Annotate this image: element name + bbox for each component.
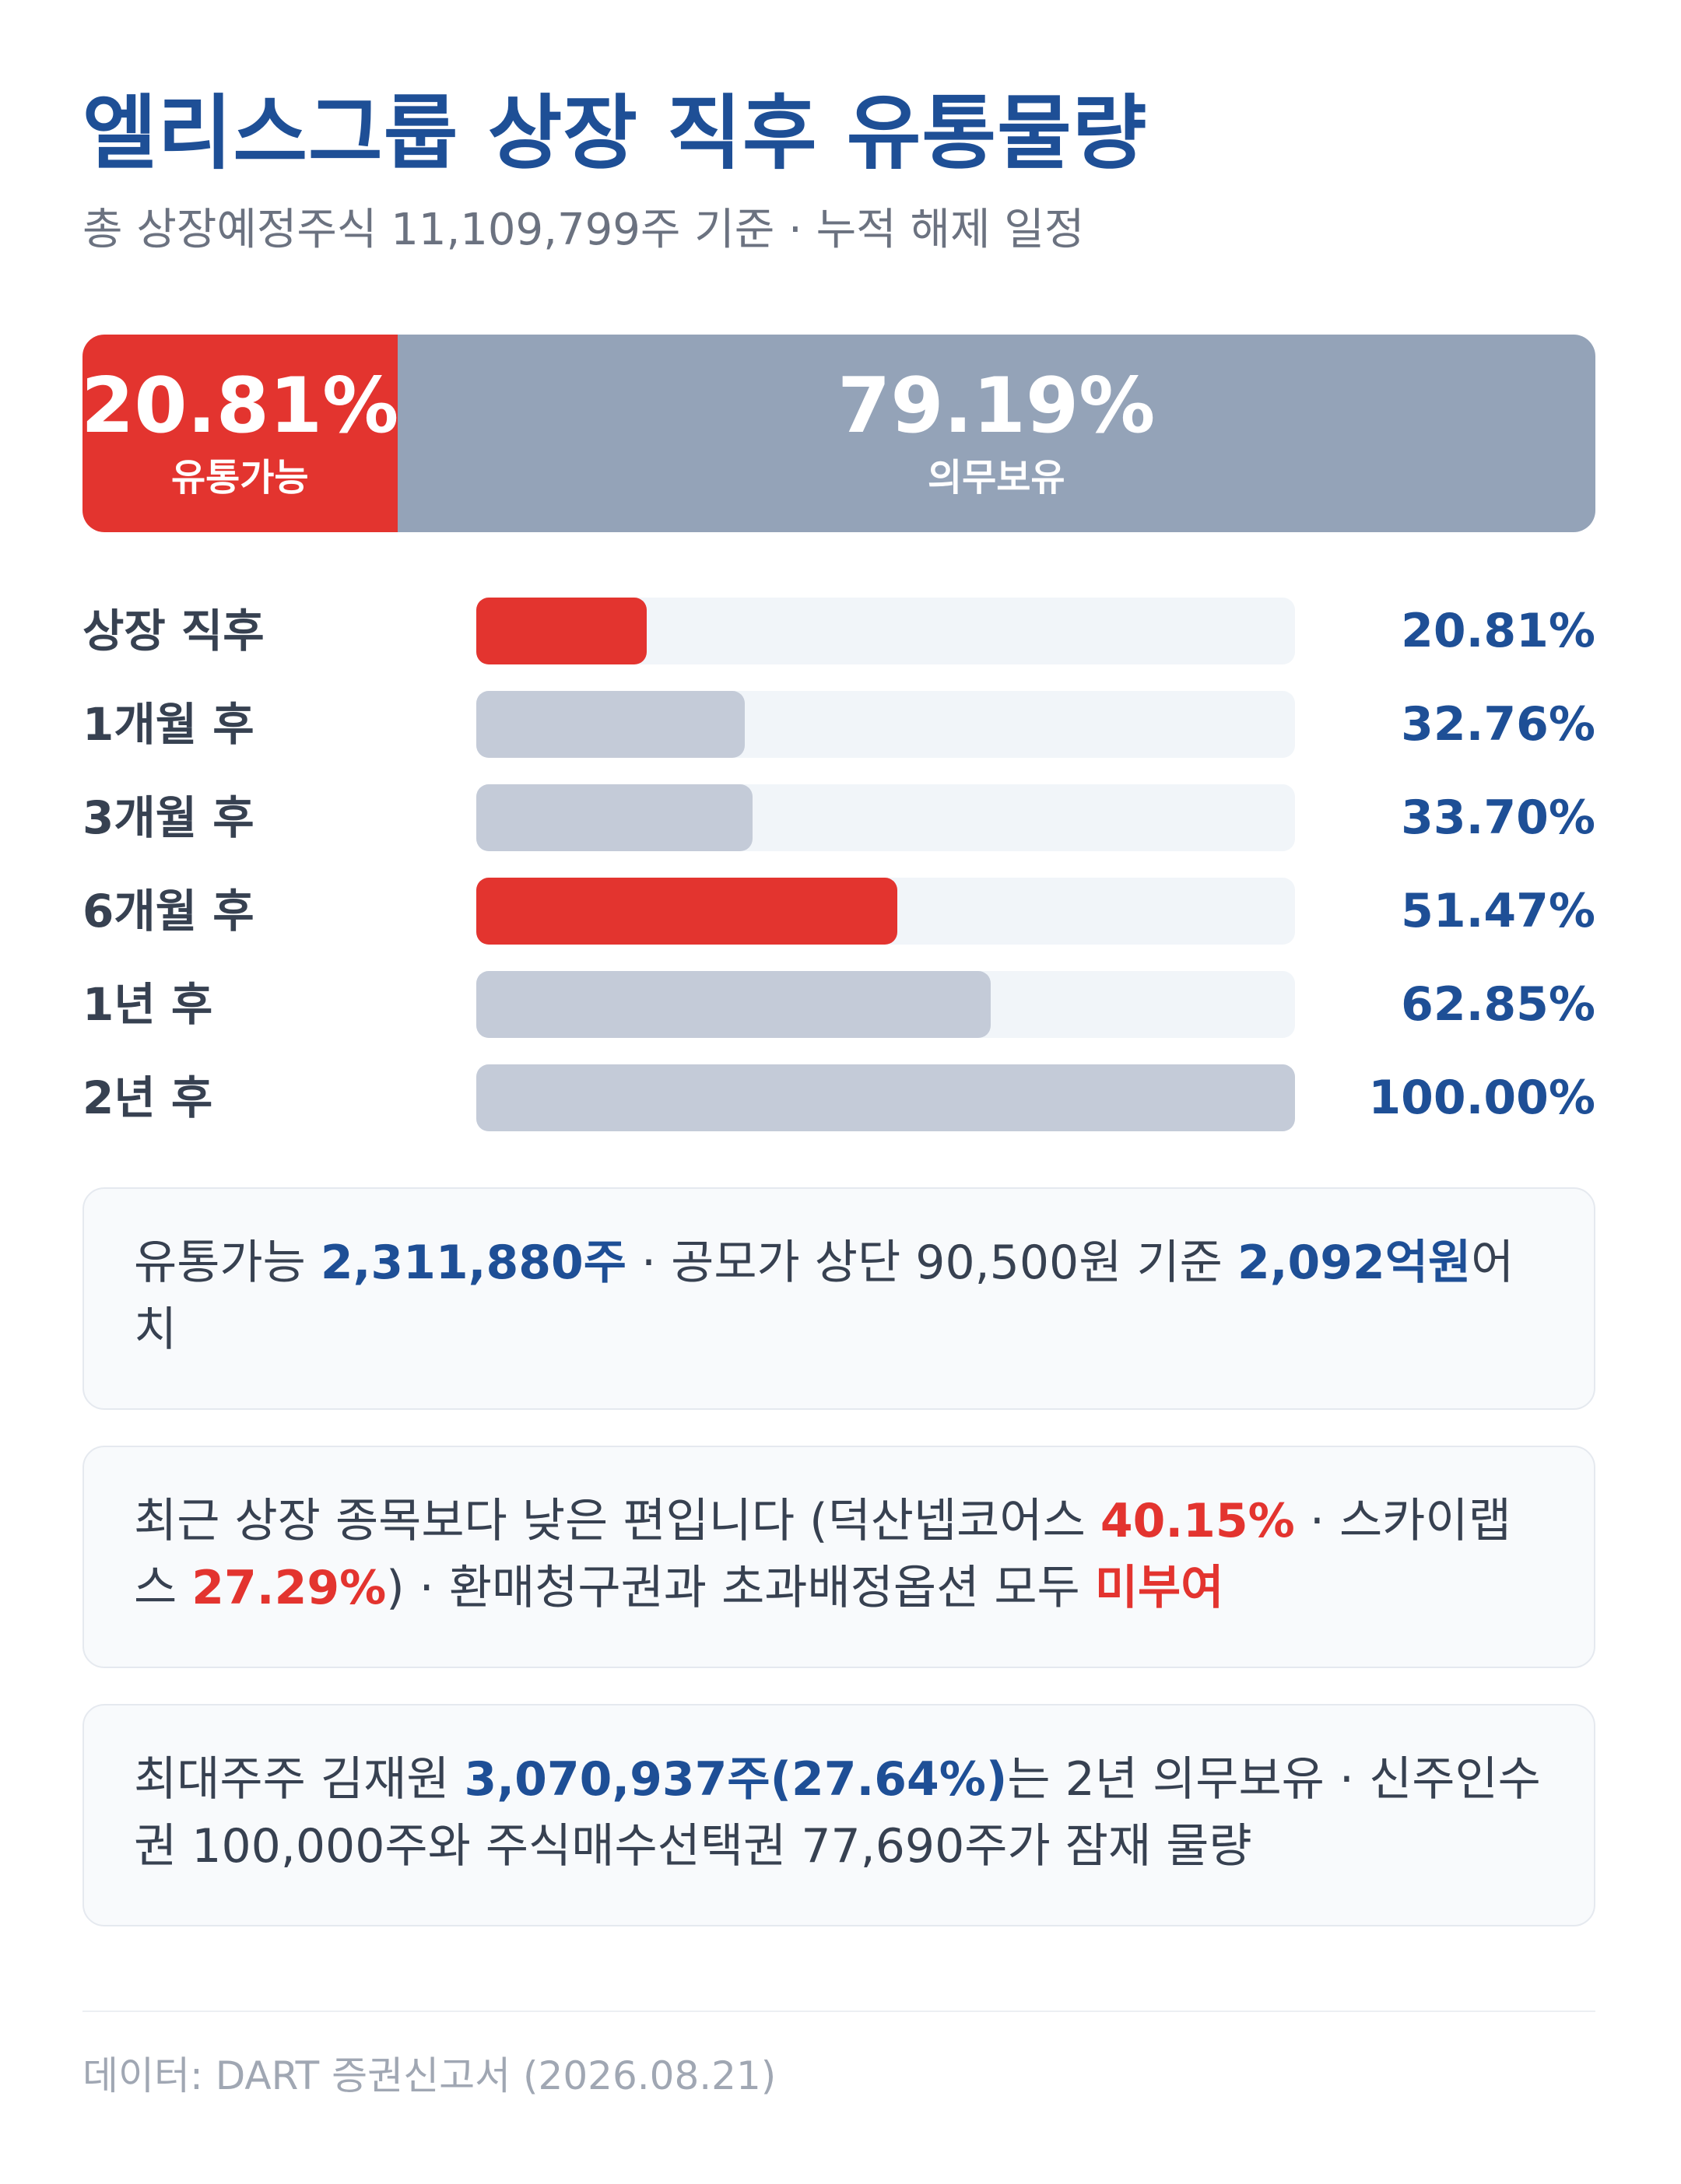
bar-track — [476, 1064, 1295, 1131]
note-highlight-shares: 2,311,880주 — [320, 1236, 626, 1290]
page-subtitle: 총 상장예정주식 11,109,799주 기준 · 누적 해제 일정 — [82, 205, 1085, 255]
float-split-bar: 20.81% 유통가능 79.19% 의무보유 — [82, 335, 1595, 532]
value-label: 33.70% — [1401, 791, 1595, 845]
category-label: 2년 후 — [82, 1071, 213, 1124]
release-schedule-chart: 상장 직후 20.81% 1개월 후 32.76% 3개월 후 33.70% 6개월 후 51… — [82, 598, 1595, 1158]
category-label: 6개월 후 — [82, 885, 254, 938]
value-label: 32.76% — [1401, 697, 1595, 752]
lockup-percent: 79.19% — [837, 361, 1156, 450]
note-card-float-amount: 유통가능 2,311,880주 · 공모가 상단 90,500원 기준 2,09… — [82, 1187, 1595, 1410]
chart-row: 1년 후 62.85% — [82, 971, 1595, 1064]
bar — [476, 598, 647, 664]
value-label: 100.00% — [1368, 1071, 1595, 1125]
page-title: 엘리스그룹 상장 직후 유통물량 — [82, 86, 1148, 181]
note-highlight-amount: 2,092억원 — [1237, 1236, 1472, 1290]
bar — [476, 878, 898, 945]
free-float-percent: 20.81% — [82, 361, 399, 450]
note-highlight-peer-2: 27.29% — [191, 1561, 387, 1615]
note-text: 는 2년 의무보유 · 신주인수권 100,000주와 주식매수선택권 77,6… — [134, 1752, 1541, 1874]
bar-track — [476, 598, 1295, 664]
note-highlight-not-granted: 미부여 — [1094, 1561, 1224, 1615]
category-label: 1개월 후 — [82, 698, 254, 751]
chart-row: 2년 후 100.00% — [82, 1064, 1595, 1158]
bar — [476, 784, 753, 851]
value-label: 20.81% — [1401, 604, 1595, 658]
note-text: · 공모가 상단 90,500원 기준 — [626, 1236, 1237, 1290]
bar-track — [476, 878, 1295, 945]
chart-row: 6개월 후 51.47% — [82, 878, 1595, 971]
chart-row: 상장 직후 20.81% — [82, 598, 1595, 691]
source-note: 데이터: DART 증권신고서 (2026.08.21) — [82, 2053, 777, 2098]
bar-track — [476, 784, 1295, 851]
note-text: 최대주주 김재원 — [134, 1752, 465, 1807]
bar-track — [476, 971, 1295, 1038]
note-text: 유통가능 — [134, 1236, 321, 1290]
chart-row: 3개월 후 33.70% — [82, 784, 1595, 878]
category-label: 상장 직후 — [82, 605, 265, 657]
note-highlight-peer-1: 40.15% — [1100, 1494, 1295, 1548]
free-float-label: 유통가능 — [170, 455, 309, 500]
category-label: 3개월 후 — [82, 791, 254, 844]
bar-track — [476, 691, 1295, 758]
value-label: 51.47% — [1401, 884, 1595, 938]
note-text: 어치 — [134, 1236, 1514, 1357]
note-card-major-shareholder: 최대주주 김재원 3,070,937주(27.64%)는 2년 의무보유 · 신… — [82, 1704, 1595, 1926]
value-label: 62.85% — [1401, 977, 1595, 1032]
category-label: 1년 후 — [82, 978, 213, 1031]
bar — [476, 1064, 1295, 1131]
note-highlight-holder-shares: 3,070,937주(27.64%) — [464, 1752, 1008, 1807]
lockup-segment: 79.19% 의무보유 — [397, 335, 1595, 532]
note-card-comparison: 최근 상장 종목보다 낮은 편입니다 (덕산넵코어스 40.15% · 스카이랩… — [82, 1446, 1595, 1668]
note-text: 최근 상장 종목보다 낮은 편입니다 (덕산넵코어스 — [134, 1494, 1100, 1548]
bar — [476, 691, 745, 758]
chart-row: 1개월 후 32.76% — [82, 691, 1595, 784]
bar — [476, 971, 991, 1038]
free-float-segment: 20.81% 유통가능 — [82, 335, 398, 532]
footer-divider — [82, 2010, 1595, 2012]
note-text: · 스카이랩스 — [134, 1494, 1511, 1615]
lockup-label: 의무보유 — [927, 455, 1065, 500]
note-text: ) · 환매청구권과 초과배정옵션 모두 — [386, 1561, 1095, 1615]
